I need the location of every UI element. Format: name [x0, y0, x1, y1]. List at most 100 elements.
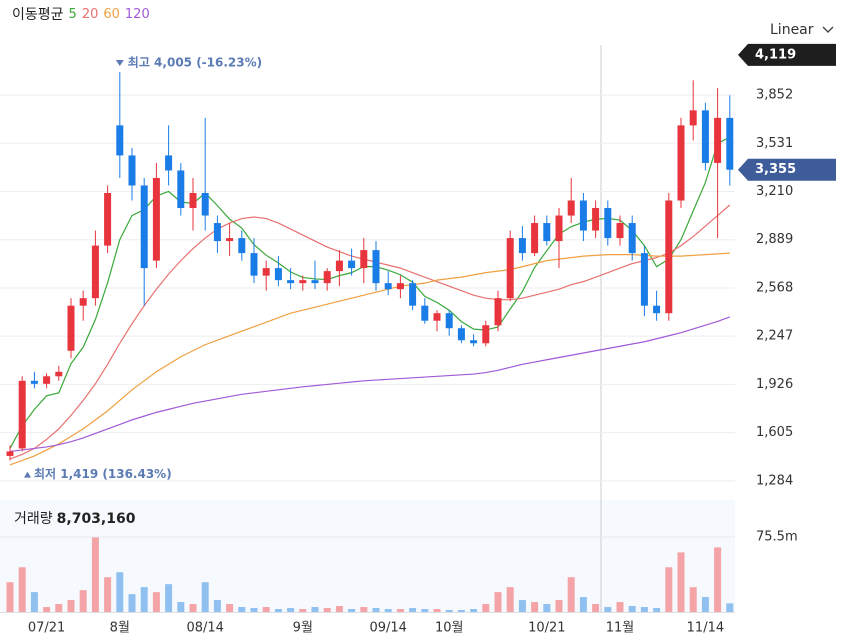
y-tick-label: 3,852	[756, 88, 793, 103]
x-tick-label: 08/14	[186, 621, 223, 636]
volume-bar	[79, 590, 87, 612]
candle-body	[384, 283, 392, 290]
candle-body	[177, 170, 185, 209]
volume-bar	[116, 572, 124, 612]
volume-bar	[457, 610, 465, 612]
ma-legend: 이동평균 5 20 60 120	[12, 4, 150, 24]
candle-body	[701, 110, 709, 163]
volume-bar	[592, 604, 600, 612]
scale-selector[interactable]: Linear	[770, 22, 834, 38]
low-annotation: 최저 1,419 (136.43%)	[34, 466, 172, 481]
x-tick-label: 9월	[293, 621, 313, 636]
volume-bar	[701, 597, 709, 612]
candle-body	[6, 451, 14, 456]
volume-bar	[372, 608, 380, 612]
scale-label[interactable]: Linear	[770, 22, 814, 38]
x-tick-label: 09/14	[369, 621, 406, 636]
low-marker	[24, 471, 31, 478]
volume-bar	[274, 609, 282, 612]
y-tick-label: 2,889	[756, 232, 793, 247]
y-tick-label: 1,926	[756, 377, 793, 392]
volume-bar	[104, 577, 112, 612]
candle-body	[79, 298, 87, 306]
candle-body	[299, 280, 307, 284]
price-tag-label: 3,355	[755, 162, 796, 177]
candle-body	[213, 223, 221, 242]
candle-body	[55, 371, 63, 377]
volume-bar	[360, 607, 368, 612]
x-tick-label: 10월	[435, 621, 464, 636]
volume-bar	[689, 587, 697, 612]
volume-bar	[494, 592, 502, 612]
candle-body	[250, 253, 258, 276]
volume-bar	[6, 582, 14, 612]
volume-bar	[201, 582, 209, 612]
volume-bar	[165, 584, 173, 612]
volume-bar	[55, 604, 63, 612]
candle-body	[555, 215, 563, 242]
price-tag	[738, 43, 836, 66]
candle-body	[653, 305, 661, 314]
ma-line	[9, 252, 730, 466]
candle-body	[274, 268, 282, 281]
candle-body	[287, 280, 295, 284]
volume-bar	[335, 606, 343, 612]
volume-bar	[213, 600, 221, 612]
volume-bar	[409, 608, 417, 612]
candle-body	[457, 328, 465, 341]
volume-bar	[555, 600, 563, 612]
candle-body	[152, 177, 160, 261]
volume-bar	[91, 537, 99, 612]
legend-title: 이동평균	[12, 7, 64, 23]
x-tick-label: 8월	[110, 621, 130, 636]
volume-bar	[177, 602, 185, 612]
volume-bar	[384, 609, 392, 612]
volume-bar	[677, 552, 685, 612]
y-tick-label: 3,531	[756, 136, 793, 151]
volume-bar	[30, 592, 38, 612]
candle-body	[421, 305, 429, 321]
candle-body	[30, 380, 38, 384]
volume-bar	[616, 602, 624, 612]
y-tick-label: 3,210	[756, 184, 793, 199]
volume-bar	[189, 604, 197, 612]
candle-body	[43, 376, 51, 384]
candle-body	[665, 200, 673, 314]
chevron[interactable]	[822, 26, 834, 34]
volume-bar	[653, 608, 661, 612]
candle-body	[262, 268, 270, 276]
candle-body	[226, 238, 234, 242]
candle-body	[579, 200, 587, 231]
candle-body	[543, 223, 551, 242]
legend-entry: 20	[81, 6, 99, 22]
volume-bar	[531, 602, 539, 612]
y-tick-label: 1,284	[756, 473, 793, 488]
volume-bar	[323, 608, 331, 612]
volume-bar	[714, 547, 722, 612]
volume-value: 8,703,160	[56, 511, 136, 527]
volume-bar	[482, 604, 490, 612]
volume-bar	[67, 600, 75, 612]
candle-body	[726, 117, 734, 170]
candle-body	[628, 223, 636, 254]
candle-body	[128, 155, 136, 186]
candle-body	[396, 283, 404, 290]
candle-body	[470, 340, 478, 344]
volume-bar	[628, 606, 636, 612]
ma-line	[9, 204, 731, 460]
candle-body	[506, 238, 514, 299]
volume-bar	[506, 587, 514, 612]
volume-bar	[152, 592, 160, 612]
candle-body	[445, 313, 453, 329]
candle-body	[91, 245, 99, 299]
price-tag	[738, 158, 836, 181]
y-tick-label: 2,247	[756, 329, 793, 344]
volume-label: 거래량 8,703,160	[14, 508, 135, 528]
candle-body	[67, 305, 75, 351]
y-tick-label: 1,605	[756, 425, 793, 440]
volume-bar	[421, 609, 429, 612]
volume-bar	[140, 587, 148, 612]
candle-body	[348, 260, 356, 269]
x-tick-label: 11/14	[687, 621, 724, 636]
